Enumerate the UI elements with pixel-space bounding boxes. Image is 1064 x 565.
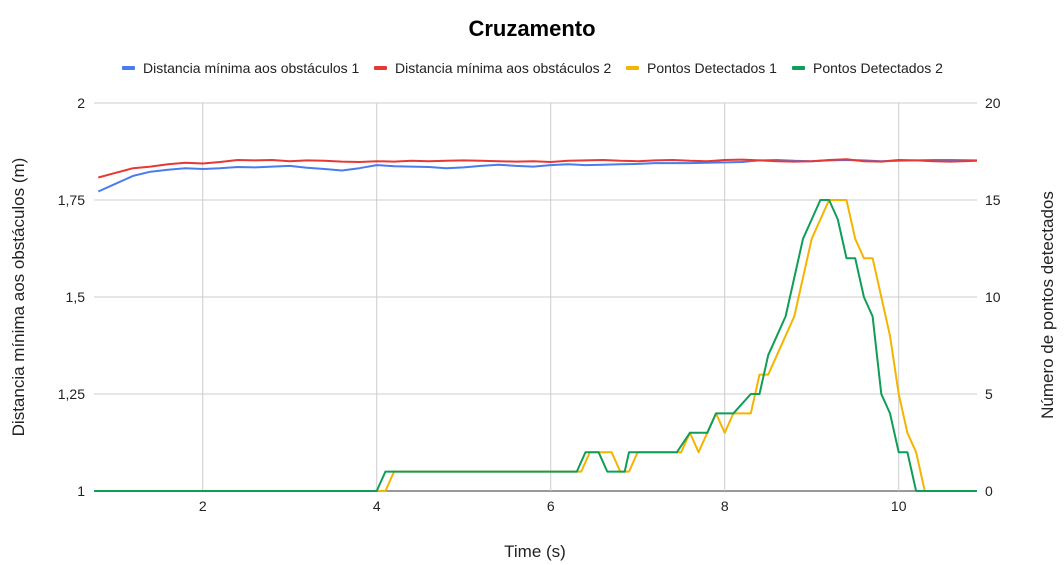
legend-swatch	[626, 66, 639, 70]
series-line	[98, 158, 978, 179]
legend-label: Distancia mínima aos obstáculos 1	[143, 60, 360, 76]
legend-swatch	[374, 66, 387, 70]
grid-layer	[94, 102, 977, 492]
y-left-tick-label: 1,5	[66, 289, 86, 305]
series-line	[97, 159, 978, 193]
legend-label: Pontos Detectados 2	[813, 60, 943, 76]
x-tick-label: 8	[721, 498, 729, 514]
y-axis-right-title: Número de pontos detectados	[1038, 191, 1057, 419]
series-layer	[94, 158, 978, 492]
legend: Distancia mínima aos obstáculos 1 Distanc…	[122, 60, 943, 76]
x-tick-label: 4	[373, 498, 381, 514]
y-right-tick-label: 10	[985, 289, 1001, 305]
y-axis-left-title: Distancia mínima aos obstáculos (m)	[9, 158, 28, 437]
y-left-tick-label: 1,25	[58, 386, 85, 402]
series-line	[94, 199, 977, 492]
y-right-tick-label: 0	[985, 483, 993, 499]
x-tick-label: 2	[199, 498, 207, 514]
y-left-tick-label: 1,75	[58, 192, 85, 208]
legend-swatch	[122, 66, 135, 70]
y-left-tick-label: 2	[77, 95, 85, 111]
chart-title: Cruzamento	[468, 16, 595, 41]
legend-label: Distancia mínima aos obstáculos 2	[395, 60, 612, 76]
y-left-tick-label: 1	[77, 483, 85, 499]
x-tick-label: 10	[891, 498, 907, 514]
legend-swatch	[792, 66, 805, 70]
x-axis-title: Time (s)	[504, 542, 566, 561]
x-tick-label: 6	[547, 498, 555, 514]
y-right-tick-label: 5	[985, 386, 993, 402]
y-right-tick-label: 15	[985, 192, 1001, 208]
y-right-tick-label: 20	[985, 95, 1001, 111]
series-line	[94, 199, 977, 492]
legend-label: Pontos Detectados 1	[647, 60, 777, 76]
